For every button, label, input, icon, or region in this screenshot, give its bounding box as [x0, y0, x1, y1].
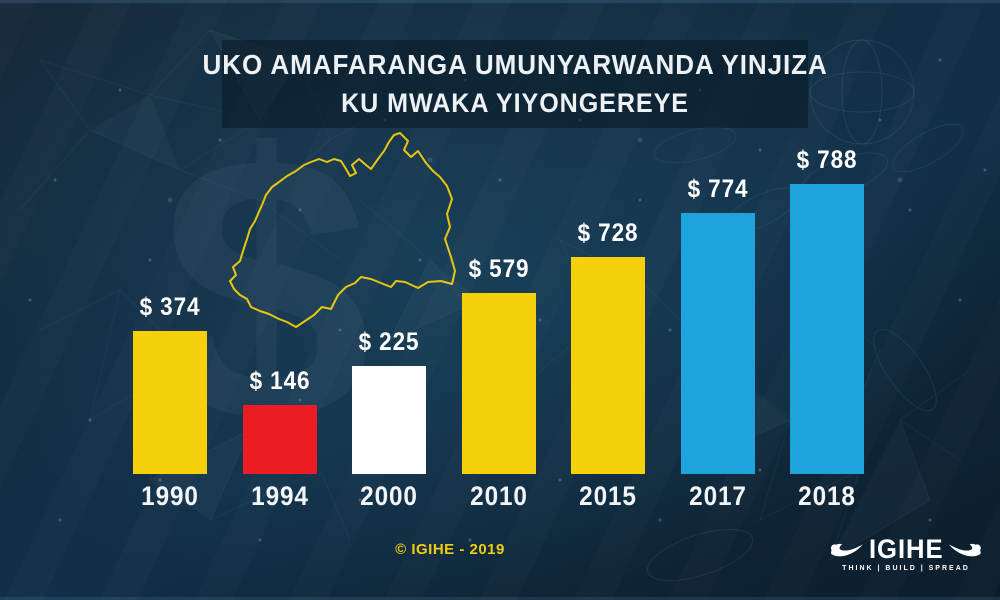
bar-1990: [133, 331, 207, 474]
bar-value-label: $ 225: [358, 328, 420, 356]
bar-group-1994: $ 146 1994: [243, 367, 317, 511]
bar-year-label: 2017: [689, 481, 747, 511]
logo-tagline: THINK | BUILD | SPREAD: [842, 565, 970, 572]
globe-wireframe-icon: [809, 39, 915, 145]
title-panel: UKO AMAFARANGA UMUNYARWANDA YINJIZA KU M…: [202, 40, 827, 128]
bar-2017: [681, 213, 755, 474]
bar-year-label: 2015: [579, 481, 637, 511]
bar-group-2015: $ 728 2015: [571, 219, 645, 511]
bar-group-2018: $ 788 2018: [790, 146, 864, 511]
logo-left-swoosh-icon: [830, 543, 863, 557]
bar-group-1990: $ 374 1990: [133, 293, 207, 511]
bar-2000: [352, 366, 426, 474]
logo-wordmark: IGIHE: [868, 534, 944, 564]
bar-value-label: $ 774: [687, 175, 749, 203]
bar-2018: [790, 184, 864, 474]
bar-year-label: 2000: [360, 481, 418, 511]
bar-year-label: 2010: [470, 481, 528, 511]
bar-year-label: 1990: [141, 481, 199, 511]
bar-group-2000: $ 225 2000: [352, 328, 426, 511]
bar-2010: [462, 293, 536, 474]
logo-right-swoosh-icon: [949, 543, 982, 557]
page-title-line2: KU MWAKA YIYONGEREYE: [341, 88, 689, 118]
top-edge-highlight: [0, 0, 1000, 3]
igihe-logo: IGIHE THINK | BUILD | SPREAD: [830, 536, 982, 572]
bar-year-label: 1994: [251, 481, 309, 511]
bar-value-label: $ 146: [249, 367, 311, 395]
bar-value-label: $ 728: [577, 219, 639, 247]
bar-value-label: $ 788: [796, 146, 858, 174]
page-title-line1: UKO AMAFARANGA UMUNYARWANDA YINJIZA: [202, 49, 828, 80]
bottom-edge-highlight: [0, 597, 1000, 600]
bar-value-label: $ 579: [468, 255, 530, 283]
bar-1994: [243, 405, 317, 474]
bar-group-2010: $ 579 2010: [462, 255, 536, 511]
bar-group-2017: $ 774 2017: [681, 175, 755, 511]
bar-year-label: 2018: [798, 481, 856, 511]
bar-2015: [571, 257, 645, 474]
rwanda-map-outline: [229, 132, 456, 328]
bar-value-label: $ 374: [139, 293, 201, 321]
copyright-text: © IGIHE - 2019: [395, 541, 505, 558]
